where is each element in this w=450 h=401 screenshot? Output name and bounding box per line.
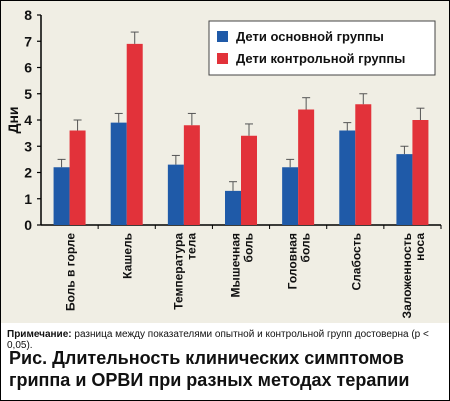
bar-main-group bbox=[53, 167, 70, 225]
x-category-label: Боль в горле bbox=[64, 233, 78, 311]
bar-main-group bbox=[339, 130, 356, 225]
x-category-label: боль bbox=[299, 233, 313, 262]
y-tick-label: 3 bbox=[24, 138, 32, 154]
x-category-label: Мышечная bbox=[229, 233, 243, 298]
bar-control-group bbox=[183, 125, 200, 225]
bar-main-group bbox=[282, 167, 299, 225]
legend-swatch bbox=[217, 53, 228, 64]
bar-main-group bbox=[110, 122, 127, 225]
y-tick-label: 1 bbox=[24, 191, 32, 207]
figure-caption: Рис. Длительность клинических симптомов … bbox=[9, 348, 410, 390]
y-tick-label: 2 bbox=[24, 165, 32, 181]
bar-chart: 0 1 2 3 4 5 6 7 8 Дни Боль в горле Кашель Температур… bbox=[5, 7, 442, 318]
x-category-label: Кашель bbox=[121, 233, 135, 279]
legend-label: Дети контрольной группы bbox=[236, 51, 405, 66]
y-tick-label: 0 bbox=[24, 217, 32, 233]
bar-control-group bbox=[298, 109, 315, 225]
x-category-label: Заложенность bbox=[400, 233, 414, 318]
y-tick-label: 6 bbox=[24, 60, 32, 76]
bar-main-group bbox=[167, 164, 184, 225]
x-category-label: Слабость bbox=[349, 233, 363, 290]
bar-main-group bbox=[396, 154, 413, 225]
footnote-label: Примечание: bbox=[7, 329, 72, 340]
x-category-label: Температура bbox=[171, 233, 185, 310]
x-category-label: Головная bbox=[286, 233, 300, 289]
bar-control-group bbox=[412, 120, 429, 225]
bar-control-group bbox=[241, 135, 257, 225]
chart-area: 0 1 2 3 4 5 6 7 8 Дни Боль в горле Кашель Температур… bbox=[1, 1, 449, 323]
x-category-label: тела bbox=[184, 233, 198, 260]
footnote-text: разница между показателями опытной и кон… bbox=[7, 329, 429, 351]
footnote: Примечание: разница между показателями о… bbox=[7, 329, 447, 351]
y-tick-label: 7 bbox=[24, 33, 32, 49]
y-tick-label: 4 bbox=[24, 112, 32, 128]
bar-main-group bbox=[225, 190, 241, 225]
legend-box bbox=[208, 20, 436, 76]
x-category-label: боль bbox=[242, 233, 256, 262]
y-axis-title: Дни bbox=[5, 106, 21, 133]
legend-swatch bbox=[217, 31, 228, 42]
legend-label: Дети основной группы bbox=[236, 29, 384, 44]
y-tick-label: 5 bbox=[24, 86, 32, 102]
x-category-label: носа bbox=[413, 233, 427, 261]
bar-control-group bbox=[69, 130, 86, 225]
bar-control-group bbox=[355, 104, 372, 225]
y-tick-label: 8 bbox=[24, 7, 32, 23]
bar-control-group bbox=[126, 43, 143, 225]
